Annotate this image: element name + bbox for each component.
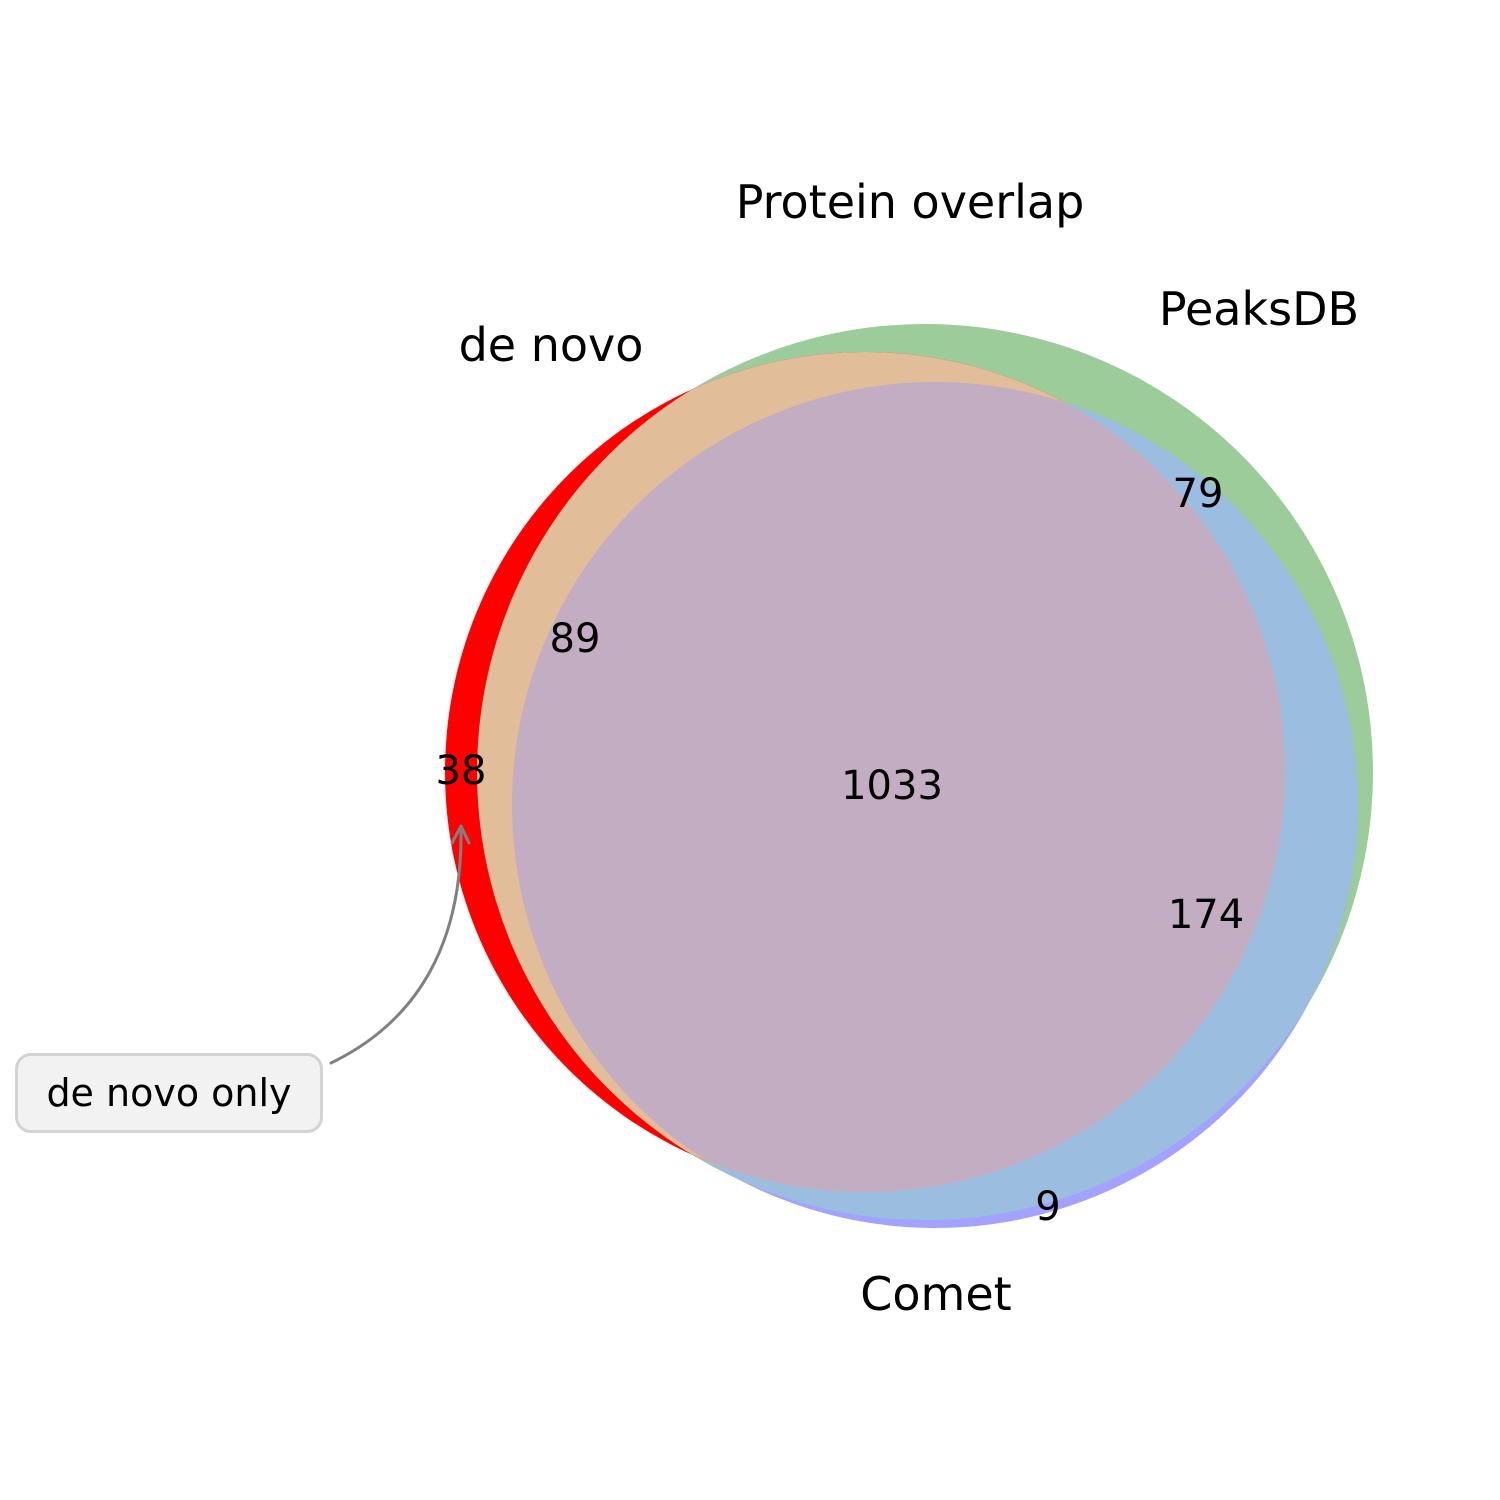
callout-arrow — [329, 825, 463, 1065]
all-three-overlap — [512, 382, 1285, 1192]
set-label-peaksdb: PeaksDB — [1159, 282, 1359, 336]
count-all-three: 1033 — [841, 763, 943, 809]
callout-de-novo-only: de novo only — [15, 1053, 323, 1133]
count-peaksdb-comet: 174 — [1168, 892, 1244, 938]
count-comet-only: 9 — [1035, 1184, 1060, 1230]
set-label-comet: Comet — [860, 1267, 1011, 1321]
count-peaksdb-only: 79 — [1173, 471, 1224, 517]
callout-arrowhead — [450, 824, 471, 845]
count-de-novo-only: 38 — [436, 748, 487, 794]
count-de-novo-peaksdb: 89 — [550, 616, 601, 662]
chart-title: Protein overlap — [736, 175, 1085, 229]
callout-label: de novo only — [46, 1071, 292, 1115]
set-label-de-novo: de novo — [459, 318, 644, 372]
